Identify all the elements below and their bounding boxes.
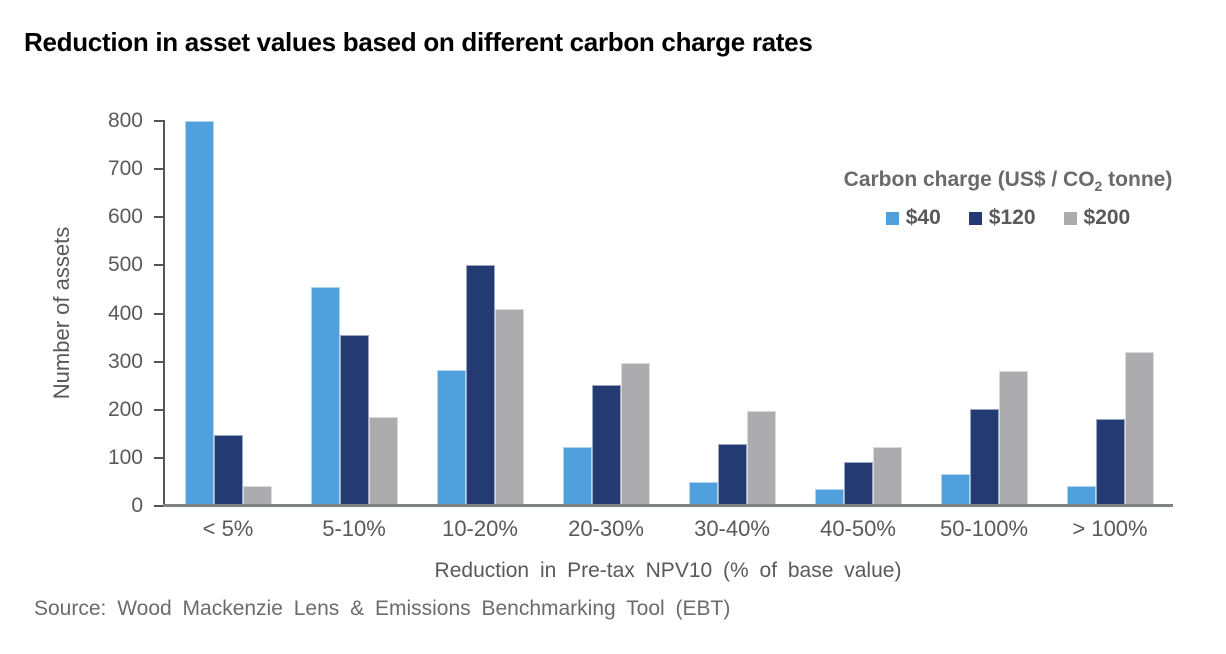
bar [1124, 352, 1154, 506]
y-tick-mark [154, 408, 163, 411]
legend-swatch [968, 211, 982, 225]
x-axis-line [163, 504, 1173, 507]
bar-group [291, 121, 417, 506]
category-label: > 100% [1072, 516, 1148, 541]
legend-label: $40 [905, 206, 941, 230]
legend-swatch [885, 211, 899, 225]
legend-item: $40 [885, 206, 941, 230]
bar-group [165, 121, 291, 506]
category-label: 50-100% [939, 516, 1029, 541]
page-title: Reduction in asset values based on diffe… [24, 27, 813, 58]
category-label: 10-20% [442, 516, 518, 541]
bar [688, 481, 718, 506]
y-tick-mark [154, 456, 163, 459]
legend-items: $40 $120 $200 [808, 206, 1208, 230]
y-tick-label: 700 [107, 157, 143, 181]
y-tick-label: 0 [131, 494, 143, 517]
y-tick-label: 500 [107, 253, 143, 277]
legend-title-suffix: tonne) [1102, 168, 1173, 191]
y-axis-line [163, 120, 165, 507]
bar [184, 121, 214, 506]
legend-title-subscript: 2 [1094, 178, 1103, 195]
bar [436, 369, 466, 506]
bar [339, 335, 369, 506]
legend: Carbon charge (US$ / CO2 tonne) $40 $120 $… [808, 168, 1208, 230]
bar-group [669, 121, 795, 506]
bar-group [921, 121, 1047, 506]
legend-title-text: Carbon charge (US$ / CO [843, 168, 1095, 191]
bar [242, 485, 272, 506]
bar [814, 488, 844, 506]
legend-title: Carbon charge (US$ / CO2 tonne) [808, 168, 1208, 194]
category-label: 20-30% [568, 516, 644, 541]
x-axis-title: Reduction in Pre-tax NPV10 (% of base va… [434, 559, 902, 582]
plot-area [165, 121, 1173, 506]
category-label: < 5% [202, 516, 254, 541]
y-tick-label: 600 [107, 205, 143, 229]
bar [310, 287, 340, 506]
bar [465, 265, 495, 506]
bar [620, 363, 650, 506]
legend-item: $120 [968, 206, 1036, 230]
category-axis: < 5% 5-10% 10-20% 20-30% 30-40% 40-50% 50-100%… [165, 516, 1173, 542]
category-label: 30-40% [694, 516, 770, 541]
bar-group [417, 121, 543, 506]
y-tick-mark [154, 505, 163, 507]
bar [969, 408, 999, 506]
bar [872, 447, 902, 506]
y-axis: 0 100 200 300 400 500 600 700 800 [0, 109, 163, 517]
bar [746, 410, 776, 506]
legend-label: $120 [988, 206, 1036, 230]
bar [940, 473, 970, 506]
y-tick-label: 100 [107, 445, 143, 469]
y-tick-mark [154, 216, 163, 219]
bar [368, 416, 398, 506]
y-tick-mark [154, 312, 163, 315]
y-tick-mark [154, 360, 163, 363]
source-note: Source: Wood Mackenzie Lens & Emissions … [34, 597, 731, 620]
y-tick-label: 300 [107, 349, 143, 373]
category-label: 40-50% [820, 516, 896, 541]
legend-label: $200 [1083, 206, 1131, 230]
bar [1066, 485, 1096, 506]
y-tick-label: 200 [107, 397, 143, 421]
y-tick-mark [154, 120, 163, 122]
bar [998, 370, 1028, 506]
bar [562, 447, 592, 506]
bar [213, 434, 243, 506]
bar [494, 308, 524, 506]
bar [591, 384, 621, 506]
category-label: 5-10% [322, 516, 386, 541]
y-tick-label: 400 [107, 301, 143, 325]
bar [717, 443, 747, 506]
y-tick-mark [154, 168, 163, 171]
bar [1095, 419, 1125, 506]
bar-group [1047, 121, 1173, 506]
legend-item: $200 [1063, 206, 1131, 230]
bar-group [795, 121, 921, 506]
y-tick-mark [154, 264, 163, 267]
y-tick-label: 800 [107, 109, 143, 132]
legend-swatch [1063, 211, 1077, 225]
bar-group [543, 121, 669, 506]
bar [843, 461, 873, 506]
